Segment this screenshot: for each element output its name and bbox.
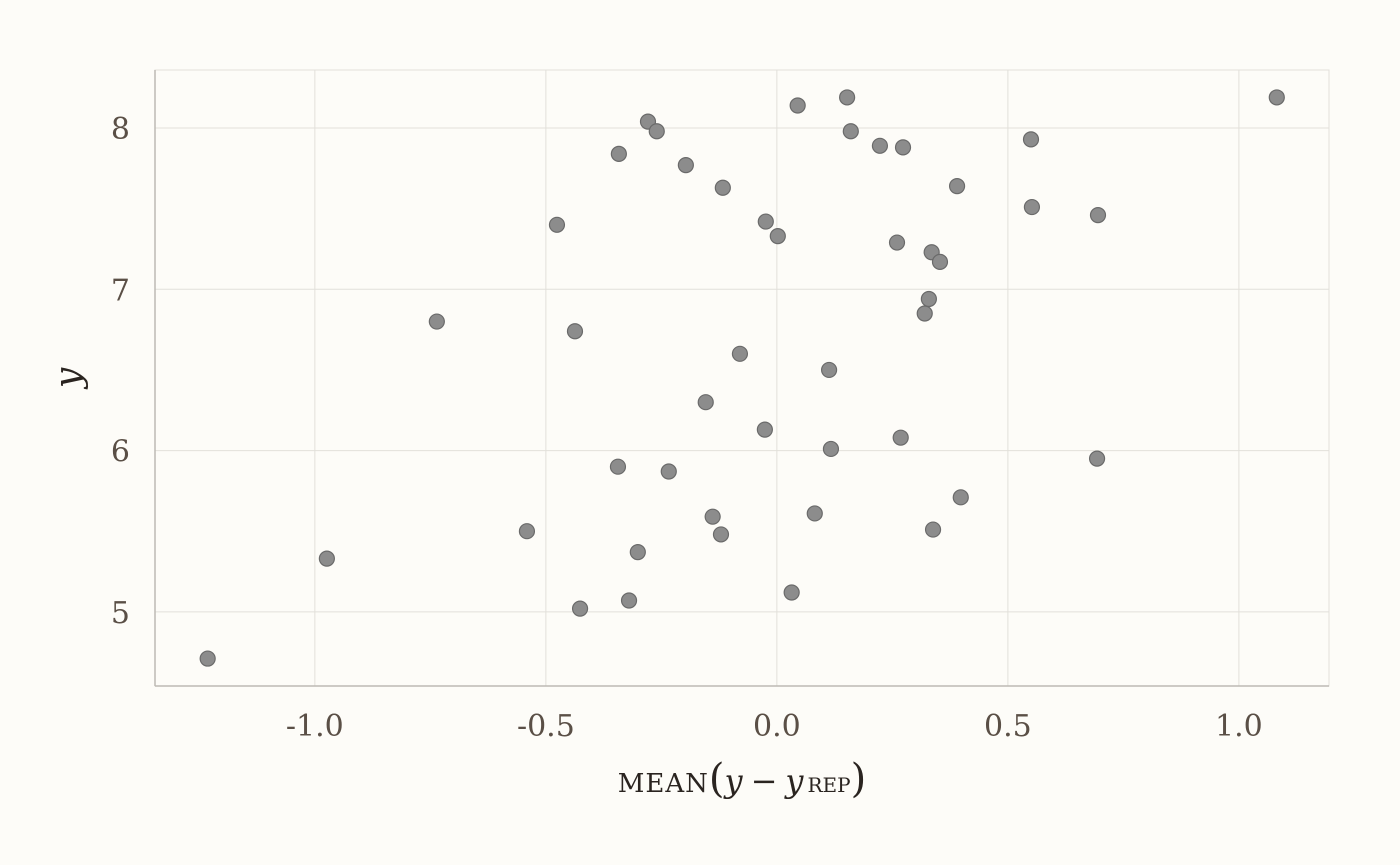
x-label-rep-sub: REP	[807, 773, 850, 797]
data-point	[756, 421, 773, 438]
data-point	[924, 521, 942, 538]
x-tick-label: -0.5	[517, 709, 575, 744]
data-point	[518, 523, 536, 540]
data-point	[916, 305, 933, 322]
data-point	[620, 592, 638, 609]
data-point	[704, 508, 721, 525]
y-tick-label: 6	[111, 435, 130, 470]
x-tick-label: -1.0	[286, 709, 344, 744]
data-point	[871, 137, 889, 154]
data-point	[888, 234, 906, 251]
data-point	[1089, 207, 1107, 224]
y-tick-label: 8	[111, 112, 130, 147]
data-point	[629, 544, 646, 561]
data-point	[610, 145, 627, 162]
data-point	[769, 227, 786, 245]
x-label-func: MEAN	[618, 769, 709, 799]
data-point	[697, 394, 714, 411]
data-point	[920, 290, 937, 308]
data-point	[757, 213, 774, 230]
data-point	[892, 429, 909, 446]
paren-close: )	[851, 756, 867, 802]
data-point	[952, 489, 969, 506]
data-point	[609, 458, 627, 475]
data-point	[714, 179, 731, 196]
data-point	[822, 440, 840, 458]
data-point	[660, 463, 677, 480]
data-point	[1088, 450, 1106, 467]
data-point	[648, 123, 665, 140]
y-tick-label: 5	[111, 596, 130, 631]
data-point	[428, 313, 445, 330]
y-axis-label: y	[48, 367, 89, 390]
tick-labels: -1.0 -0.5 0.0 0.5 1.0 5 6 7 8	[111, 112, 1263, 744]
x-tick-label: 0.5	[984, 709, 1032, 744]
data-point	[677, 157, 694, 174]
points	[199, 89, 1285, 667]
paren-open: (	[709, 756, 725, 802]
data-point	[731, 345, 749, 362]
data-point	[842, 123, 859, 140]
data-point	[199, 650, 216, 667]
data-point	[566, 323, 584, 340]
grid	[154, 69, 1330, 687]
x-label-rep-var: y	[783, 762, 804, 800]
x-label-var: y	[723, 762, 744, 800]
x-tick-label: 1.0	[1215, 709, 1263, 744]
x-axis-label: MEAN(y − y REP)	[618, 756, 866, 802]
axes	[154, 70, 1329, 687]
data-point	[1268, 89, 1285, 106]
data-point	[931, 253, 949, 270]
data-point	[783, 584, 800, 601]
data-point	[318, 550, 335, 567]
data-point	[820, 361, 838, 379]
data-point	[1022, 131, 1040, 148]
y-tick-label: 7	[111, 273, 130, 308]
data-point	[806, 505, 823, 522]
data-point	[571, 600, 589, 617]
data-point	[789, 97, 806, 114]
data-point	[548, 216, 566, 233]
data-point	[712, 526, 730, 543]
x-tick-label: 0.0	[753, 709, 801, 744]
data-point	[948, 178, 966, 195]
data-point	[839, 89, 856, 106]
data-point	[1023, 198, 1041, 216]
x-label-minus: −	[751, 762, 778, 800]
data-point	[894, 139, 912, 156]
plot-panel	[154, 69, 1330, 687]
